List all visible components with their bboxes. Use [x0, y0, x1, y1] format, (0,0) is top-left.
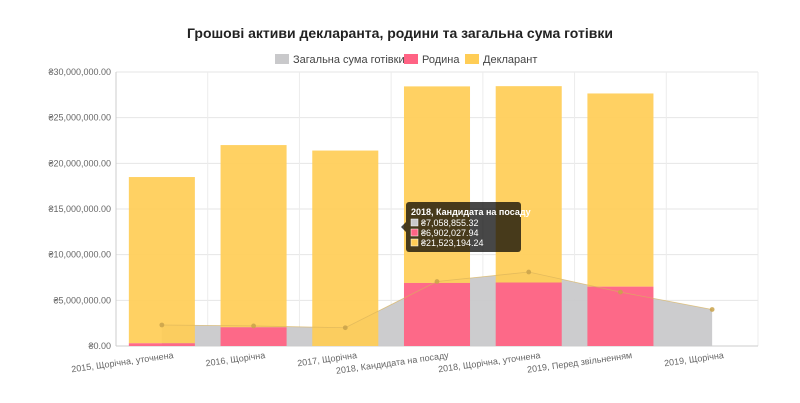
x-axis: 2015, Щорічна, уточнена 2016, Щорічна 2017…: [71, 350, 725, 376]
y-tick-label: ₴25,000,000.00: [48, 113, 111, 123]
area-point: [251, 323, 256, 329]
bar-declarant: [587, 93, 654, 287]
legend-label-1: Родина: [422, 54, 460, 66]
legend: Загальна сума готівки Родина Декларант: [275, 54, 537, 66]
area-point: [434, 279, 440, 284]
tooltip-value: ₴21,523,194.24: [421, 238, 484, 248]
legend-swatch-2: [465, 54, 479, 64]
y-tick-label: ₴15,000,000.00: [48, 204, 111, 214]
tooltip-swatch: [410, 228, 419, 237]
area-point: [618, 289, 623, 295]
bar-declarant: [220, 145, 287, 328]
bar-declarant: [495, 86, 562, 283]
x-tick-label: 2019, Перед звільненням: [526, 350, 632, 375]
bar-family: [128, 343, 195, 346]
y-tick-label: ₴30,000,000.00: [48, 67, 111, 77]
y-tick-label: ₴0.00: [88, 341, 111, 351]
tooltip-swatch: [410, 238, 419, 247]
x-tick-label: 2019, Щорічна: [663, 350, 724, 368]
x-tick-label: 2015, Щорічна, уточнена: [71, 350, 174, 374]
bar-family: [403, 282, 471, 346]
y-tick-label: ₴5,000,000.00: [53, 295, 111, 305]
bars: [128, 86, 654, 346]
x-tick-label: 2016, Щорічна: [205, 350, 266, 368]
legend-label-2: Декларант: [483, 54, 537, 66]
area-point: [342, 325, 348, 331]
bar-family: [495, 282, 562, 346]
legend-swatch-1: [404, 54, 418, 64]
tooltip-title: 2018, Кандидата на посаду: [411, 207, 531, 217]
bar-declarant: [403, 86, 471, 283]
bar-family: [220, 327, 287, 346]
x-tick-label: 2018, Щорічна, уточнена: [437, 350, 540, 374]
bar-declarant: [312, 150, 379, 346]
area-point: [526, 269, 532, 275]
y-tick-label: ₴10,000,000.00: [48, 250, 111, 260]
area-point: [709, 307, 715, 312]
y-tick-label: ₴20,000,000.00: [48, 158, 111, 168]
tooltip-box: [406, 202, 521, 252]
tooltip-value: ₴7,058,855.32: [421, 218, 479, 228]
tooltip-caret: [401, 222, 406, 232]
tooltip: 2018, Кандидата на посаду₴7,058,855.32₴6…: [401, 202, 531, 252]
legend-label-0: Загальна сума готівки: [293, 54, 405, 66]
tooltip-swatch: [410, 218, 419, 227]
legend-swatch-0: [275, 54, 289, 64]
bar-family: [587, 286, 654, 346]
tooltip-value: ₴6,902,027.94: [421, 228, 479, 238]
chart-title: Грошові активи декларанта, родини та заг…: [187, 25, 613, 41]
bar-declarant: [128, 177, 195, 344]
area-point: [159, 322, 165, 328]
points-layer: [159, 269, 715, 331]
